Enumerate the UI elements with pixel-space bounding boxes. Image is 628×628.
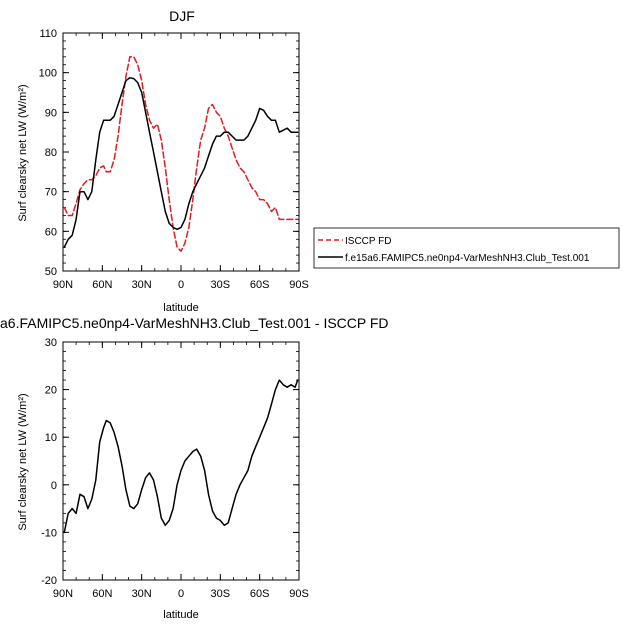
top-series-line-0 [63, 56, 299, 252]
bottom-panel: a6.FAMIPC5.ne0np4-VarMeshNH3.Club_Test.0… [0, 315, 389, 621]
bottom-x-axis-label: latitude [163, 609, 198, 621]
top-chart-title: DJF [169, 8, 195, 24]
top-y-tick-label: 50 [45, 266, 57, 278]
legend-box [313, 227, 620, 269]
top-y-axis-label: Surf clearsky net LW (W/m²) [17, 84, 29, 221]
bottom-y-tick-label: -20 [41, 575, 57, 587]
bottom-plot-area: -20 -10 0 10 20 30 90N 60N 30N 0 30S 60S 90S [41, 337, 309, 600]
bottom-x-tick-label: 60S [250, 588, 270, 600]
bottom-series-line-0 [63, 379, 299, 534]
bottom-y-axis-label: Surf clearsky net LW (W/m²) [17, 393, 29, 530]
top-x-tick-label: 30S [211, 279, 231, 291]
top-y-tick-label: 70 [45, 187, 57, 199]
top-y-tick-label: 80 [45, 147, 57, 159]
top-y-tick-label: 100 [39, 68, 57, 80]
bottom-x-tick-label: 90S [289, 588, 309, 600]
top-y-tick-label: 60 [45, 226, 57, 238]
bottom-chart-title: a6.FAMIPC5.ne0np4-VarMeshNH3.Club_Test.0… [0, 315, 389, 331]
top-y-tick-label: 90 [45, 107, 57, 119]
top-x-tick-label: 90S [289, 279, 309, 291]
bottom-y-tick-label: 0 [51, 480, 57, 492]
legend-label-isccp: ISCCP FD [345, 236, 392, 247]
top-x-tick-label: 30N [132, 279, 152, 291]
legend-label-model: f.e15a6.FAMIPC5.ne0np4-VarMeshNH3.Club_T… [345, 253, 590, 264]
top-x-axis-label: latitude [163, 302, 198, 314]
bottom-x-tick-label: 60N [92, 588, 112, 600]
bottom-x-tick-label: 30S [211, 588, 231, 600]
top-x-tick-label: 60S [250, 279, 270, 291]
bottom-x-tick-label: 30N [132, 588, 152, 600]
bottom-y-tick-label: 10 [45, 432, 57, 444]
top-x-tick-label: 90N [53, 279, 73, 291]
bottom-y-tick-label: -10 [41, 527, 57, 539]
bottom-x-tick-label: 0 [178, 588, 184, 600]
bottom-x-tick-label: 90N [53, 588, 73, 600]
bottom-y-tick-label: 30 [45, 337, 57, 349]
top-x-tick-label: 0 [178, 279, 184, 291]
top-series-line-1 [63, 77, 299, 248]
legend: ISCCP FD f.e15a6.FAMIPC5.ne0np4-VarMeshN… [313, 227, 620, 269]
top-plot-frame [62, 32, 300, 272]
bottom-y-tick-label: 20 [45, 385, 57, 397]
top-x-tick-label: 60N [92, 279, 112, 291]
top-plot-area: 50 60 70 80 90 100 110 90N 60N 30N 0 30S 60S 90S [39, 28, 309, 291]
top-y-tick-label: 110 [39, 28, 57, 40]
